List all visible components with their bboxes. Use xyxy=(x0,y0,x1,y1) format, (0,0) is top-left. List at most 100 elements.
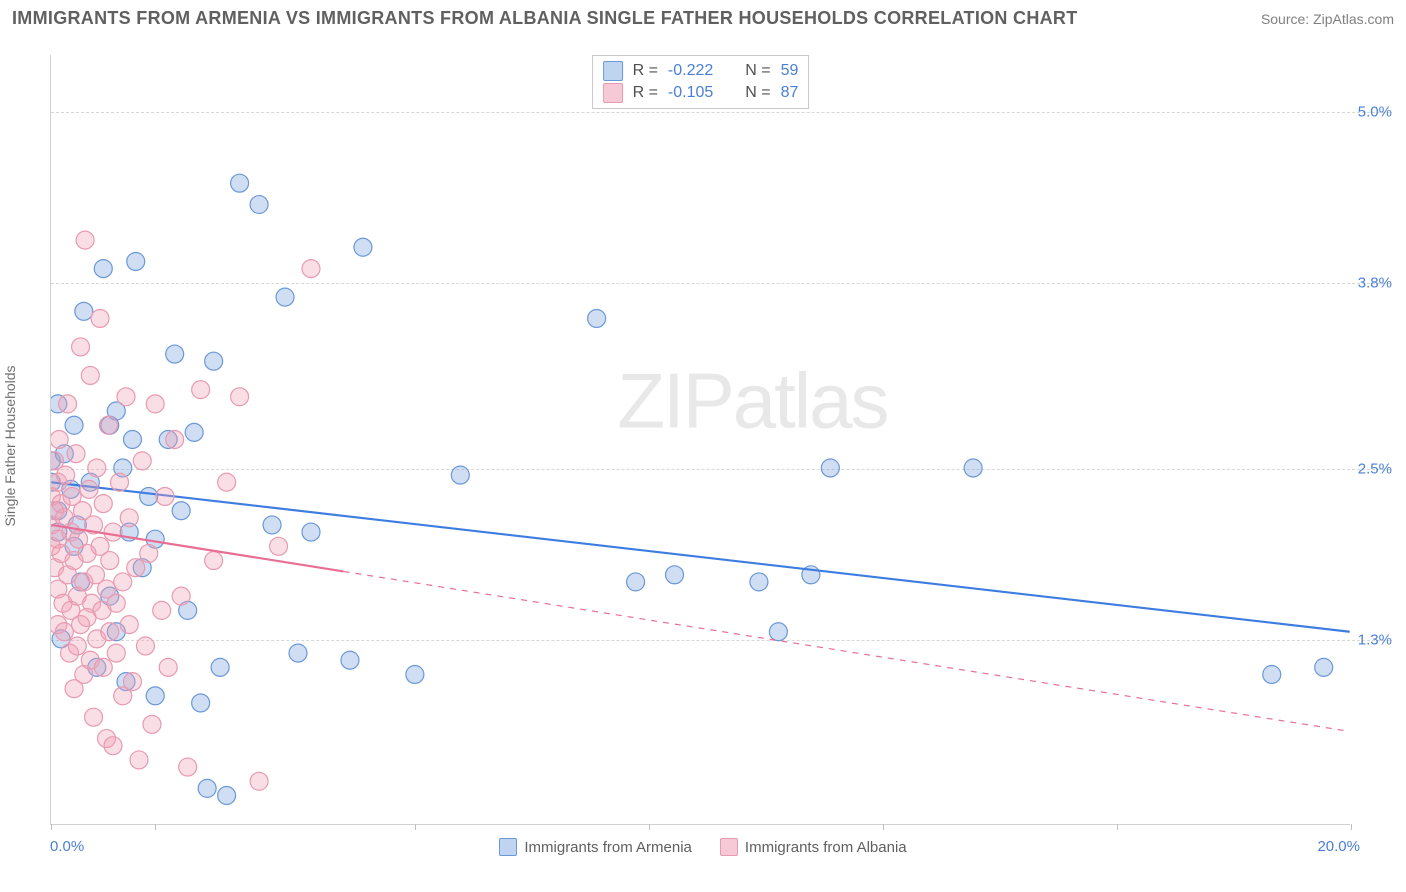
legend-item[interactable]: Immigrants from Albania xyxy=(720,838,907,856)
data-point[interactable] xyxy=(192,381,210,399)
x-tick xyxy=(155,824,156,830)
data-point[interactable] xyxy=(101,623,119,641)
data-point[interactable] xyxy=(451,466,469,484)
y-tick-label: 1.3% xyxy=(1358,631,1392,648)
data-point[interactable] xyxy=(104,737,122,755)
data-point[interactable] xyxy=(302,260,320,278)
data-point[interactable] xyxy=(81,366,99,384)
n-value: 59 xyxy=(781,62,799,80)
x-tick xyxy=(649,824,650,830)
data-point[interactable] xyxy=(192,694,210,712)
data-point[interactable] xyxy=(231,174,249,192)
n-label: N = xyxy=(745,84,770,102)
data-point[interactable] xyxy=(127,253,145,271)
n-value: 87 xyxy=(781,84,799,102)
data-point[interactable] xyxy=(124,673,142,691)
data-point[interactable] xyxy=(406,665,424,683)
legend-label: Immigrants from Albania xyxy=(745,839,907,856)
data-point[interactable] xyxy=(172,502,190,520)
data-point[interactable] xyxy=(218,473,236,491)
legend-item[interactable]: Immigrants from Armenia xyxy=(499,838,692,856)
data-point[interactable] xyxy=(153,601,171,619)
data-point[interactable] xyxy=(107,594,125,612)
data-point[interactable] xyxy=(133,452,151,470)
data-point[interactable] xyxy=(120,509,138,527)
data-point[interactable] xyxy=(120,616,138,634)
data-point[interactable] xyxy=(65,416,83,434)
data-point[interactable] xyxy=(94,260,112,278)
data-point[interactable] xyxy=(205,352,223,370)
data-point[interactable] xyxy=(146,687,164,705)
data-point[interactable] xyxy=(111,473,129,491)
data-point[interactable] xyxy=(55,623,73,641)
data-point[interactable] xyxy=(341,651,359,669)
y-tick-label: 5.0% xyxy=(1358,104,1392,121)
data-point[interactable] xyxy=(136,637,154,655)
data-point[interactable] xyxy=(166,431,184,449)
data-point[interactable] xyxy=(107,644,125,662)
source-attribution: Source: ZipAtlas.com xyxy=(1261,11,1394,27)
r-value: -0.105 xyxy=(668,84,713,102)
data-point[interactable] xyxy=(146,395,164,413)
r-value: -0.222 xyxy=(668,62,713,80)
data-point[interactable] xyxy=(588,309,606,327)
data-point[interactable] xyxy=(179,758,197,776)
source-link[interactable]: ZipAtlas.com xyxy=(1313,11,1394,27)
data-point[interactable] xyxy=(198,779,216,797)
data-point[interactable] xyxy=(263,516,281,534)
data-point[interactable] xyxy=(270,537,288,555)
data-point[interactable] xyxy=(75,302,93,320)
data-point[interactable] xyxy=(769,623,787,641)
data-point[interactable] xyxy=(76,231,94,249)
data-point[interactable] xyxy=(185,423,203,441)
data-point[interactable] xyxy=(91,309,109,327)
data-point[interactable] xyxy=(205,552,223,570)
data-point[interactable] xyxy=(127,559,145,577)
data-point[interactable] xyxy=(101,552,119,570)
data-point[interactable] xyxy=(354,238,372,256)
n-label: N = xyxy=(745,62,770,80)
data-point[interactable] xyxy=(57,466,75,484)
x-tick xyxy=(51,824,52,830)
data-point[interactable] xyxy=(250,196,268,214)
data-point[interactable] xyxy=(276,288,294,306)
data-point[interactable] xyxy=(85,708,103,726)
data-point[interactable] xyxy=(750,573,768,591)
data-point[interactable] xyxy=(302,523,320,541)
data-point[interactable] xyxy=(114,573,132,591)
data-point[interactable] xyxy=(67,445,85,463)
data-point[interactable] xyxy=(666,566,684,584)
data-point[interactable] xyxy=(117,388,135,406)
data-point[interactable] xyxy=(250,772,268,790)
data-point[interactable] xyxy=(140,487,158,505)
data-point[interactable] xyxy=(289,644,307,662)
data-point[interactable] xyxy=(821,459,839,477)
data-point[interactable] xyxy=(140,544,158,562)
data-point[interactable] xyxy=(172,587,190,605)
data-point[interactable] xyxy=(627,573,645,591)
data-point[interactable] xyxy=(68,637,86,655)
data-point[interactable] xyxy=(156,487,174,505)
data-point[interactable] xyxy=(72,338,90,356)
data-point[interactable] xyxy=(94,658,112,676)
regression-line-extrapolated xyxy=(343,571,1349,731)
data-point[interactable] xyxy=(104,523,122,541)
data-point[interactable] xyxy=(231,388,249,406)
data-point[interactable] xyxy=(218,787,236,805)
data-point[interactable] xyxy=(1263,665,1281,683)
data-point[interactable] xyxy=(94,495,112,513)
data-point[interactable] xyxy=(130,751,148,769)
data-point[interactable] xyxy=(59,395,77,413)
data-point[interactable] xyxy=(80,480,98,498)
data-point[interactable] xyxy=(166,345,184,363)
data-point[interactable] xyxy=(211,658,229,676)
data-point[interactable] xyxy=(99,416,117,434)
data-point[interactable] xyxy=(1315,658,1333,676)
data-point[interactable] xyxy=(143,715,161,733)
correlation-legend-row: R = -0.105N = 87 xyxy=(603,82,799,104)
data-point[interactable] xyxy=(124,431,142,449)
data-point[interactable] xyxy=(88,459,106,477)
data-point[interactable] xyxy=(51,431,68,449)
data-point[interactable] xyxy=(964,459,982,477)
data-point[interactable] xyxy=(159,658,177,676)
